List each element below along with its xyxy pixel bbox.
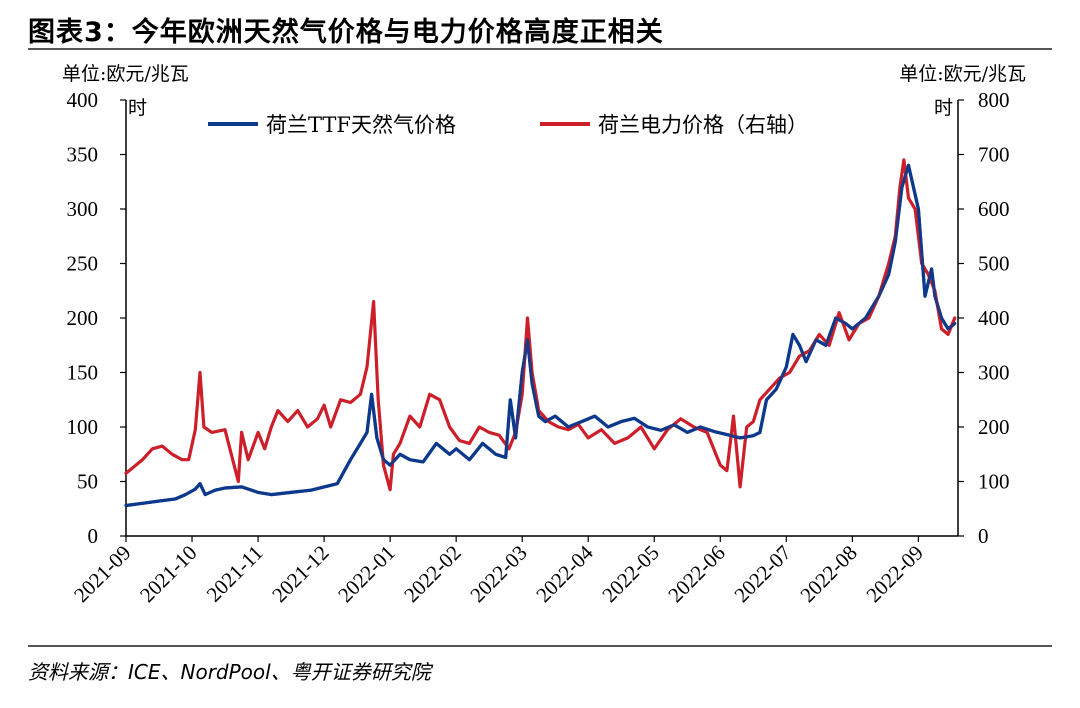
- x-tick-label: 2022-05: [597, 541, 663, 607]
- x-tick-label: 2022-04: [531, 540, 598, 607]
- x-tick-label: 2022-08: [795, 541, 861, 607]
- left-tick-label: 50: [77, 470, 98, 494]
- left-tick-label: 400: [67, 88, 99, 112]
- left-unit-label: 单位:欧元/兆瓦: [62, 63, 189, 85]
- left-tick-label: 250: [67, 252, 99, 276]
- right-tick-label: 800: [978, 88, 1010, 112]
- left-tick-label: 0: [88, 524, 99, 548]
- x-tick-label: 2022-06: [663, 541, 729, 607]
- x-tick-label: 2021-09: [69, 541, 135, 607]
- x-tick-label: 2021-11: [202, 541, 268, 607]
- left-tick-label: 100: [67, 415, 99, 439]
- right-tick-label: 500: [978, 252, 1010, 276]
- left-tick-label: 150: [67, 361, 99, 385]
- footer-divider: [28, 645, 1052, 647]
- right-tick-label: 300: [978, 361, 1010, 385]
- right-tick-label: 400: [978, 306, 1010, 330]
- x-tick-label: 2022-07: [729, 541, 795, 607]
- x-tick-label: 2022-09: [861, 541, 927, 607]
- legend-label-power: 荷兰电力价格（右轴）: [598, 113, 808, 137]
- left-tick-label: 300: [67, 197, 99, 221]
- left-unit-label: 时: [128, 97, 147, 119]
- x-tick-label: 2021-12: [267, 541, 333, 607]
- right-tick-label: 0: [978, 524, 989, 548]
- right-unit-label: 时: [934, 97, 953, 119]
- left-tick-label: 350: [67, 143, 99, 167]
- power-price-line: [124, 158, 957, 492]
- source-note: 资料来源：ICE、NordPool、粤开证券研究院: [28, 660, 431, 684]
- right-tick-label: 100: [978, 470, 1010, 494]
- right-tick-label: 600: [978, 197, 1010, 221]
- x-tick-label: 2022-02: [399, 541, 465, 607]
- page-title: 图表3：今年欧洲天然气价格与电力价格高度正相关: [28, 17, 664, 48]
- x-tick-label: 2022-01: [333, 541, 399, 607]
- right-tick-label: 200: [978, 415, 1010, 439]
- x-tick-label: 2021-10: [135, 541, 201, 607]
- left-tick-label: 200: [67, 306, 99, 330]
- legend-label-gas: 荷兰TTF天然气价格: [266, 113, 456, 137]
- x-tick-label: 2022-03: [465, 541, 531, 607]
- title-divider: [28, 48, 1052, 50]
- right-tick-label: 700: [978, 143, 1010, 167]
- right-unit-label: 单位:欧元/兆瓦: [899, 63, 1026, 85]
- gas-price-line-overlay: [125, 163, 956, 508]
